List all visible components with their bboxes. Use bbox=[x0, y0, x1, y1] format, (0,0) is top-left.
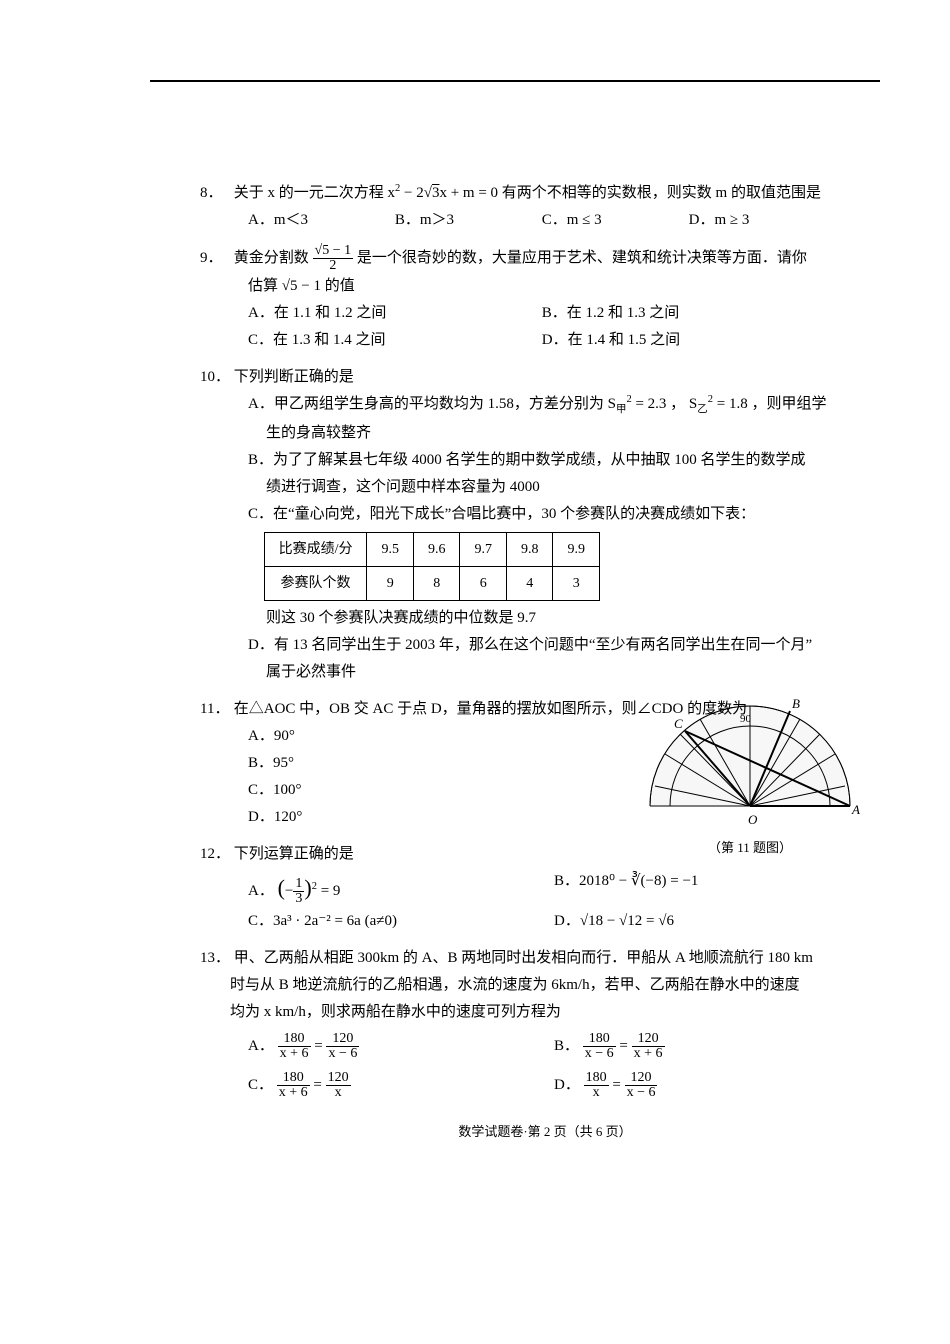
q10-a-line2: 生的身高较整齐 bbox=[266, 420, 860, 447]
q13-row1: A． 180x + 6 = 120x − 6 B． 180x − 6 = 120… bbox=[248, 1032, 860, 1061]
exam-page: 8． 关于 x 的一元二次方程 x2 − 23x + m = 0 有两个不相等的… bbox=[0, 0, 950, 1344]
q12-option-d: D．√18 − √12 = √6 bbox=[554, 908, 860, 935]
q10-option-c: C．在“童心向党，阳光下成长”合唱比赛中，30 个参赛队的决赛成绩如下表： bbox=[248, 501, 860, 528]
q13-option-a: A． 180x + 6 = 120x − 6 bbox=[248, 1032, 554, 1061]
q8-options: A．m＜3 B．m＞3 C．m ≤ 3 D．m ≥ 3 bbox=[248, 207, 860, 234]
q9-option-d: D．在 1.4 和 1.5 之间 bbox=[542, 327, 836, 354]
q12-number: 12． bbox=[200, 841, 230, 868]
q12-option-b: B．2018⁰ − ∛(−8) = −1 bbox=[554, 868, 860, 908]
q9-option-a: A．在 1.1 和 1.2 之间 bbox=[248, 300, 542, 327]
q11-number: 11． bbox=[200, 696, 230, 723]
q8-sqrt3: 3 bbox=[424, 185, 440, 201]
q13-stem-line3: 均为 x km/h，则求两船在静水中的速度可列方程为 bbox=[230, 999, 860, 1026]
q10-option-a: A．甲乙两组学生身高的平均数均为 1.58，方差分别为 S甲2 = 2.3 ， … bbox=[248, 391, 860, 447]
label-C: C bbox=[674, 716, 683, 731]
question-13: 13． 甲、乙两船从相距 300km 的 A、B 两地同时出发相向而行．甲船从 … bbox=[230, 945, 860, 1100]
q13-option-d: D． 180x = 120x − 6 bbox=[554, 1071, 860, 1100]
q8-option-a: A．m＜3 bbox=[248, 207, 395, 234]
label-B: B bbox=[792, 696, 800, 711]
q9-stem-line2: 估算 √5 − 1 的值 bbox=[248, 273, 860, 300]
q12-row2: C．3a³ · 2a⁻² = 6a (a≠0) D．√18 − √12 = √6 bbox=[248, 908, 860, 935]
q12-option-a: A． (−13)2 = 9 bbox=[248, 868, 554, 908]
q10-c-conclusion: 则这 30 个参赛队决赛成绩的中位数是 9.7 bbox=[266, 605, 860, 632]
q9-option-b: B．在 1.2 和 1.3 之间 bbox=[542, 300, 836, 327]
q8-number: 8． bbox=[200, 180, 230, 207]
q13-stem-line2: 时与从 B 地逆流航行的乙船相遇，水流的速度为 6km/h，若甲、乙两船在静水中… bbox=[230, 972, 860, 999]
figure-q11: O A B C 90 （第 11 题图） bbox=[640, 696, 860, 859]
q13-number: 13． bbox=[200, 945, 230, 972]
q13-option-c: C． 180x + 6 = 120x bbox=[248, 1071, 554, 1100]
q8-option-b: B．m＞3 bbox=[395, 207, 542, 234]
table-row: 比赛成绩/分 9.5 9.6 9.7 9.8 9.9 bbox=[264, 532, 599, 566]
q8-option-d: D．m ≥ 3 bbox=[689, 207, 836, 234]
question-9: 9． 黄金分割数 √5 − 1 2 是一个很奇妙的数，大量应用于艺术、建筑和统计… bbox=[230, 244, 860, 354]
q10-score-table: 比赛成绩/分 9.5 9.6 9.7 9.8 9.9 参赛队个数 9 8 6 4… bbox=[264, 532, 600, 601]
q10-option-b: B．为了了解某县七年级 4000 名学生的期中数学成绩，从中抽取 100 名学生… bbox=[248, 447, 860, 501]
q9-option-c: C．在 1.3 和 1.4 之间 bbox=[248, 327, 542, 354]
q8-stem-part2: − 2 bbox=[400, 185, 423, 201]
q13-stem-line1: 甲、乙两船从相距 300km 的 A、B 两地同时出发相向而行．甲船从 A 地顺… bbox=[234, 950, 813, 966]
q13-option-b: B． 180x − 6 = 120x + 6 bbox=[554, 1032, 860, 1061]
figure-caption: （第 11 题图） bbox=[640, 836, 860, 859]
label-A: A bbox=[851, 802, 860, 817]
label-O: O bbox=[748, 812, 758, 827]
q13-row2: C． 180x + 6 = 120x D． 180x = 120x − 6 bbox=[248, 1071, 860, 1100]
question-8: 8． 关于 x 的一元二次方程 x2 − 23x + m = 0 有两个不相等的… bbox=[230, 180, 860, 234]
q8-stem-part1: 关于 x 的一元二次方程 x bbox=[234, 185, 395, 201]
question-11: 11． 在△AOC 中，OB 交 AC 于点 D，量角器的摆放如图所示，则∠CD… bbox=[230, 696, 860, 831]
q12-option-c: C．3a³ · 2a⁻² = 6a (a≠0) bbox=[248, 908, 554, 935]
q9-options-row1: A．在 1.1 和 1.2 之间 B．在 1.2 和 1.3 之间 bbox=[248, 300, 860, 327]
q9-stem-part1: 黄金分割数 bbox=[234, 250, 313, 266]
q9-stem-part2: 是一个很奇妙的数，大量应用于艺术、建筑和统计决策等方面．请你 bbox=[357, 250, 807, 266]
question-10: 10． 下列判断正确的是 A．甲乙两组学生身高的平均数均为 1.58，方差分别为… bbox=[230, 364, 860, 686]
q9-number: 9． bbox=[200, 245, 230, 272]
protractor-svg: O A B C 90 bbox=[640, 696, 860, 836]
q10-option-d: D．有 13 名同学出生于 2003 年，那么在这个问题中“至少有两名同学出生在… bbox=[248, 632, 860, 686]
q8-stem-part3: x + m = 0 有两个不相等的实数根，则实数 m 的取值范围是 bbox=[439, 185, 821, 201]
q10-number: 10． bbox=[200, 364, 230, 391]
top-rule bbox=[150, 80, 880, 82]
table-row: 参赛队个数 9 8 6 4 3 bbox=[264, 567, 599, 601]
q9-fraction: √5 − 1 2 bbox=[313, 244, 354, 273]
page-footer: 数学试题卷·第 2 页（共 6 页） bbox=[230, 1120, 860, 1143]
q12-row1: A． (−13)2 = 9 B．2018⁰ − ∛(−8) = −1 bbox=[248, 868, 860, 908]
q8-option-c: C．m ≤ 3 bbox=[542, 207, 689, 234]
q10-stem: 下列判断正确的是 bbox=[234, 369, 354, 385]
label-90: 90 bbox=[740, 713, 752, 725]
q12-stem: 下列运算正确的是 bbox=[234, 846, 354, 862]
q10-b-line2: 绩进行调查，这个问题中样本容量为 4000 bbox=[266, 474, 860, 501]
q10-d-line2: 属于必然事件 bbox=[266, 659, 860, 686]
q9-options-row2: C．在 1.3 和 1.4 之间 D．在 1.4 和 1.5 之间 bbox=[248, 327, 860, 354]
